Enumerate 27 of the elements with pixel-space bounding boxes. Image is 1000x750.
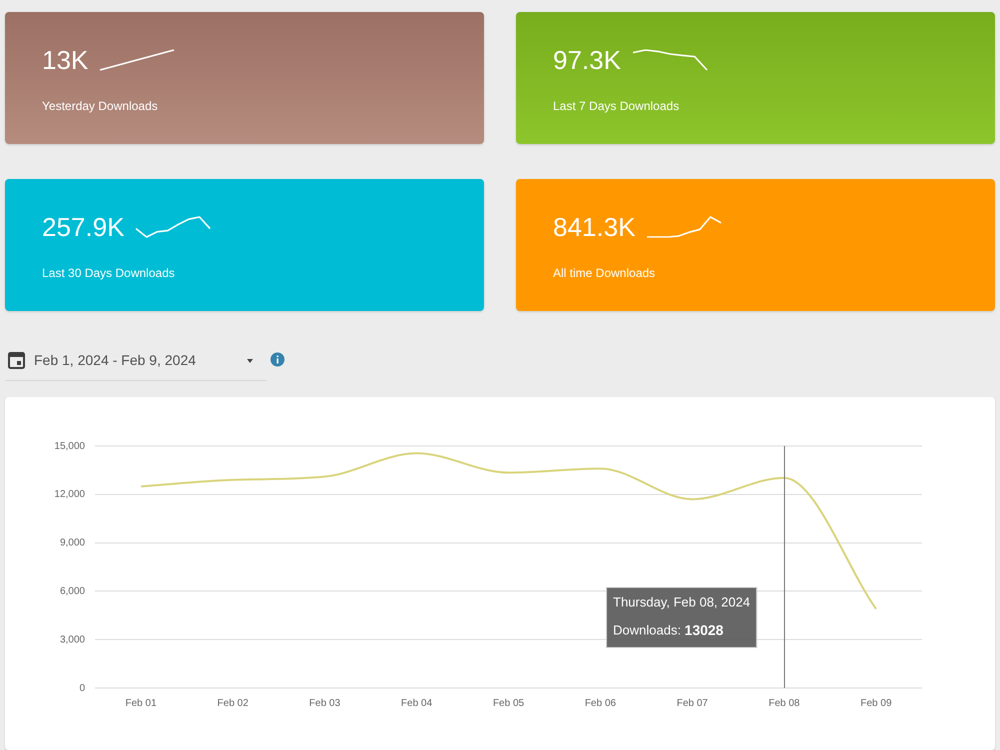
y-tick-label: 9,000 (60, 538, 86, 549)
y-tick-label: 3,000 (60, 634, 86, 646)
text: Last 7 Days Downloads (553, 98, 680, 114)
x-tick-label: Feb 09 (860, 698, 892, 709)
text: All time Downloads (553, 265, 656, 281)
x-tick-label: Feb 02 (217, 698, 249, 709)
line-series (140, 452, 878, 610)
x-tick-label: Feb 04 (401, 698, 433, 709)
y-tick-label: 6,000 (60, 586, 86, 597)
text: Last 30 Days Downloads (42, 265, 175, 281)
text: Yesterday Downloads (42, 98, 158, 114)
chart-title: 841.3K (553, 212, 636, 242)
date-field: Feb 1, 2024 - Feb 9, 2024 (5, 345, 267, 381)
x-tick-label: Feb 08 (768, 698, 800, 709)
y-tick-label: 15,000 (54, 440, 86, 452)
x-tick-label: Feb 03 (309, 698, 341, 709)
x-tick-label: Feb 05 (492, 698, 524, 709)
chart-title: 13K (42, 45, 88, 75)
x-tick-label: Feb 01 (125, 698, 157, 709)
chart-title: 97.3K (553, 45, 621, 75)
y-tick-label: 0 (79, 682, 86, 694)
annotation: Thursday, Feb 08, 2024 Downloads: 13028 (613, 594, 750, 638)
x-tick-label: Feb 07 (676, 698, 708, 709)
y-tick-label: 12,000 (54, 489, 86, 500)
chart-subtitle: Feb 1, 2024 - Feb 9, 2024 (34, 351, 196, 369)
chart-title: 257.9K (42, 212, 124, 242)
x-tick-label: Feb 06 (584, 698, 616, 709)
